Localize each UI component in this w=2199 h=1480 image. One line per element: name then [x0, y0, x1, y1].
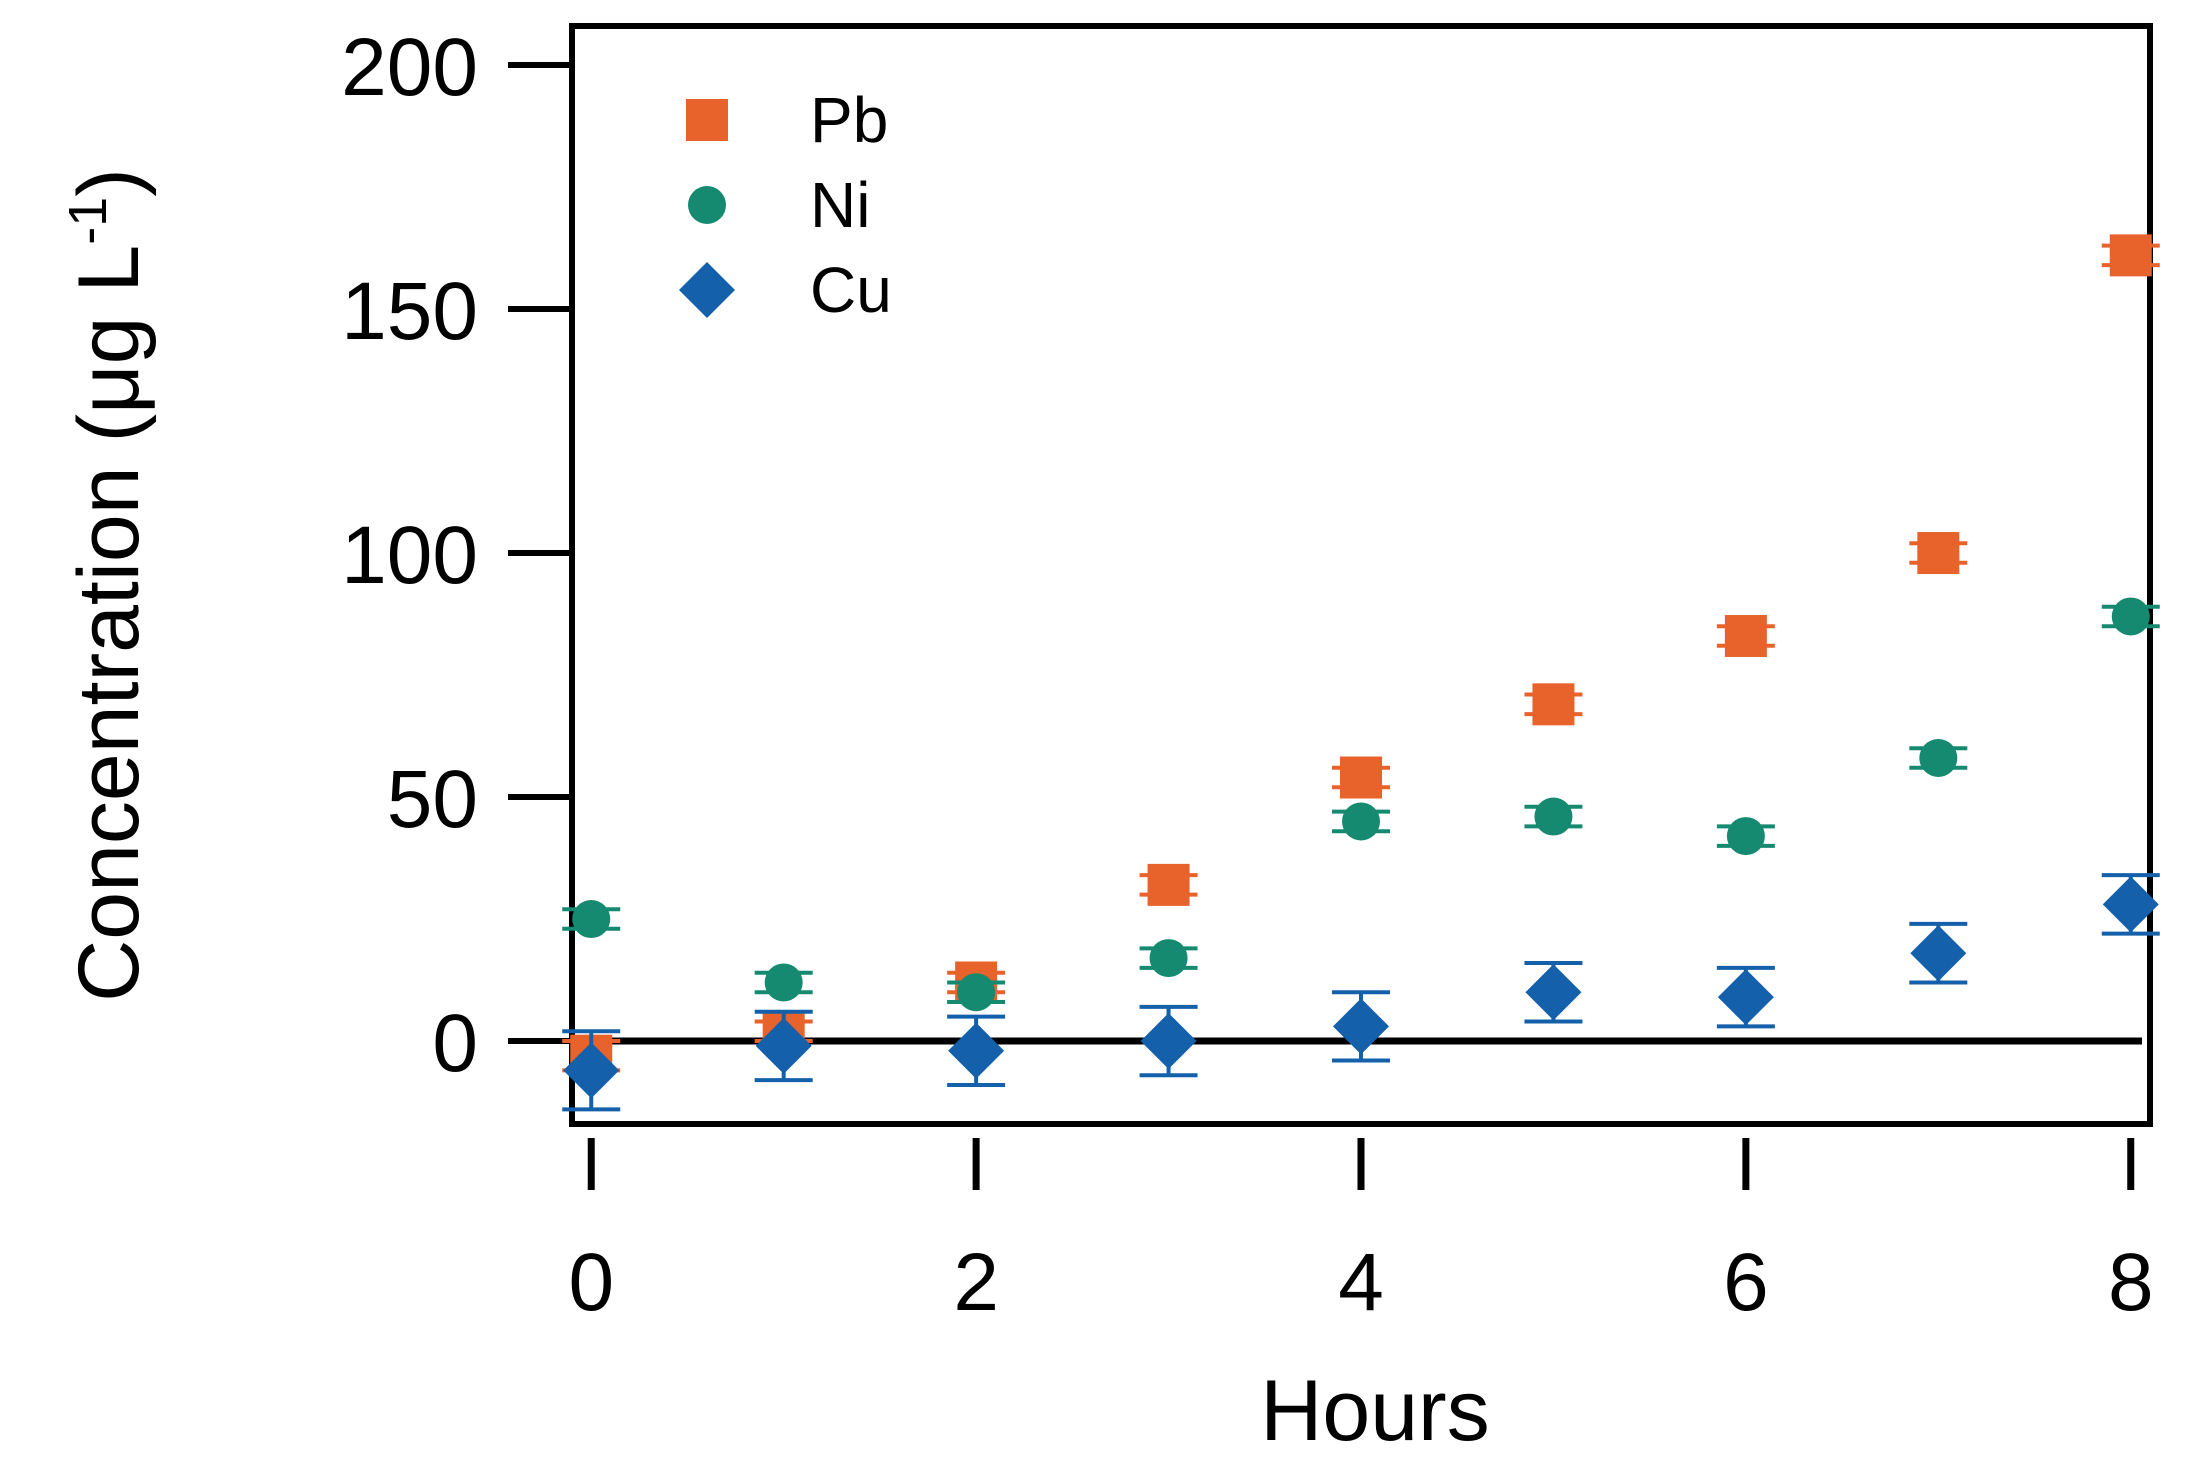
- point-ni-8: [2111, 597, 2150, 636]
- point-ni-6: [1726, 817, 1765, 856]
- x-tick-label-4: 4: [1338, 1237, 1384, 1328]
- tick-labels: 0 50 100 150 200 0 2 4 6 8: [341, 22, 2153, 1328]
- point-ni-7: [1919, 739, 1958, 777]
- point-pb-8: [2109, 234, 2152, 277]
- x-tick-label-2: 2: [953, 1237, 999, 1328]
- point-cu-8: [2102, 876, 2159, 933]
- legend-item-pb: Pb: [686, 84, 888, 156]
- point-pb-3: [1147, 863, 1190, 906]
- y-tick-label-150: 150: [341, 266, 478, 357]
- point-ni-0: [572, 900, 611, 939]
- series-layer: [562, 234, 2160, 1112]
- x-tick-label-6: 6: [1723, 1237, 1769, 1328]
- legend-item-ni: Ni: [688, 169, 870, 241]
- legend-label-ni: Ni: [810, 169, 870, 241]
- plot-border: [569, 23, 2153, 1127]
- y-tick-label-0: 0: [432, 998, 478, 1089]
- point-ni-1: [764, 963, 803, 1002]
- y-axis-label-superscript: -1: [58, 197, 118, 245]
- legend-label-pb: Pb: [810, 84, 888, 156]
- point-pb-5: [1532, 683, 1575, 726]
- point-ni-5: [1534, 797, 1573, 836]
- axis-ticks: [508, 62, 2135, 1190]
- point-ni-3: [1149, 939, 1188, 978]
- x-tick-label-8: 8: [2108, 1237, 2154, 1328]
- y-axis-label-suffix: ): [61, 168, 157, 197]
- legend-marker-cu: [679, 262, 735, 318]
- legend-item-cu: Cu: [679, 254, 892, 326]
- point-cu-5: [1525, 964, 1582, 1021]
- y-tick-label-200: 200: [341, 22, 478, 113]
- x-axis-label: Hours: [1260, 1363, 1489, 1459]
- point-pb-4: [1340, 756, 1382, 799]
- point-pb-7: [1917, 532, 1960, 575]
- point-cu-1: [755, 1017, 812, 1074]
- point-cu-6: [1717, 969, 1774, 1026]
- y-tick-label-100: 100: [341, 510, 478, 601]
- point-ni-4: [1342, 802, 1380, 841]
- y-axis-label: Concentration (μg L-1): [58, 168, 157, 1002]
- legend-marker-ni: [688, 186, 726, 224]
- point-cu-3: [1140, 1013, 1197, 1070]
- x-tick-label-0: 0: [568, 1237, 614, 1328]
- point-ni-2: [957, 973, 996, 1012]
- y-axis-label-main: Concentration (μg L: [61, 245, 157, 1002]
- point-cu-0: [563, 1042, 620, 1099]
- point-cu-7: [1910, 925, 1967, 982]
- series-cu: [562, 873, 2160, 1112]
- y-tick-label-50: 50: [387, 754, 478, 845]
- point-pb-6: [1724, 615, 1767, 657]
- legend-label-cu: Cu: [810, 254, 892, 326]
- legend-marker-pb: [686, 99, 728, 141]
- plot-frame: [569, 23, 2153, 1127]
- legend: Pb Ni Cu: [679, 84, 892, 326]
- point-cu-4: [1333, 998, 1389, 1055]
- point-cu-2: [948, 1022, 1005, 1079]
- series-ni: [562, 597, 2160, 1012]
